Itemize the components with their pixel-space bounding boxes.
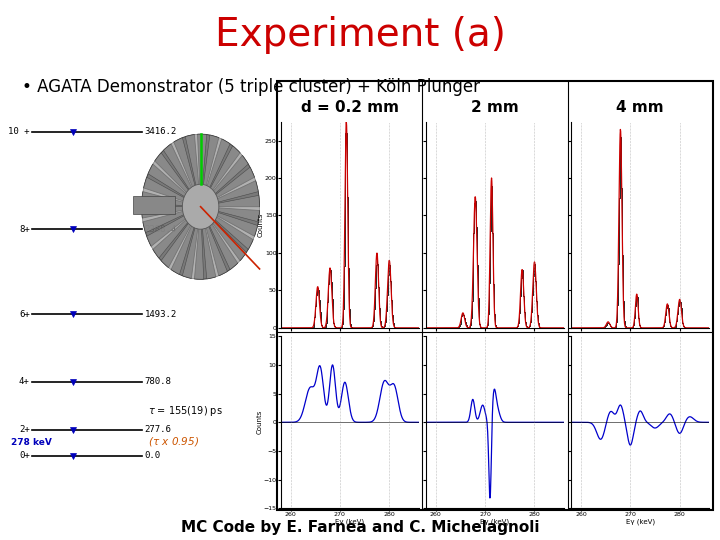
Text: 8+: 8+ xyxy=(19,225,30,234)
Text: Experiment (a): Experiment (a) xyxy=(215,16,505,54)
Wedge shape xyxy=(171,207,201,279)
Wedge shape xyxy=(197,134,219,207)
Text: ($\tau$ x 0.95): ($\tau$ x 0.95) xyxy=(148,435,199,448)
Wedge shape xyxy=(201,207,258,249)
Wedge shape xyxy=(194,207,216,279)
Wedge shape xyxy=(182,207,204,279)
Text: 1493.2: 1493.2 xyxy=(145,310,177,319)
Wedge shape xyxy=(174,134,201,207)
Wedge shape xyxy=(163,138,201,207)
Wedge shape xyxy=(201,207,238,276)
Wedge shape xyxy=(201,156,254,207)
Text: • AGATA Demonstrator (5 triple cluster) + Köln Plunger: • AGATA Demonstrator (5 triple cluster) … xyxy=(22,78,480,96)
Y-axis label: Counts: Counts xyxy=(256,410,262,435)
Text: 4+: 4+ xyxy=(19,377,30,386)
Text: 0+: 0+ xyxy=(19,451,30,461)
Circle shape xyxy=(182,184,219,229)
Text: 3416.2: 3416.2 xyxy=(145,127,177,137)
X-axis label: Eγ (keV): Eγ (keV) xyxy=(626,519,654,525)
Y-axis label: Counts: Counts xyxy=(257,213,264,237)
Text: 10 +: 10 + xyxy=(8,127,30,137)
Wedge shape xyxy=(201,207,228,279)
Wedge shape xyxy=(185,134,207,207)
Wedge shape xyxy=(201,146,248,207)
Wedge shape xyxy=(153,207,201,268)
Text: 2388.4: 2388.4 xyxy=(145,225,177,234)
Wedge shape xyxy=(142,177,201,207)
Text: 2 mm: 2 mm xyxy=(471,100,519,116)
Wedge shape xyxy=(201,135,230,207)
Text: $\tau$ = 155(19) ps: $\tau$ = 155(19) ps xyxy=(580,132,665,146)
Wedge shape xyxy=(142,207,201,233)
Wedge shape xyxy=(147,207,201,258)
Wedge shape xyxy=(201,195,259,222)
Wedge shape xyxy=(142,192,201,218)
Wedge shape xyxy=(148,153,201,207)
Text: 4 mm: 4 mm xyxy=(616,100,664,116)
Text: 780.8: 780.8 xyxy=(145,377,171,386)
Bar xyxy=(133,197,176,214)
Text: $\tau$ = 155(19) ps: $\tau$ = 155(19) ps xyxy=(148,404,222,418)
Text: 2+: 2+ xyxy=(19,425,30,434)
Wedge shape xyxy=(143,207,201,246)
Text: MC Code by E. Farnea and C. Michelagnoli: MC Code by E. Farnea and C. Michelagnoli xyxy=(181,519,539,535)
Wedge shape xyxy=(161,207,201,274)
X-axis label: Eγ (keV): Eγ (keV) xyxy=(480,519,510,525)
Text: 277.6: 277.6 xyxy=(145,425,171,434)
Wedge shape xyxy=(201,167,258,207)
Wedge shape xyxy=(201,139,240,207)
Wedge shape xyxy=(201,181,260,207)
Wedge shape xyxy=(201,207,253,261)
Wedge shape xyxy=(143,164,201,207)
Wedge shape xyxy=(155,144,201,207)
X-axis label: Eγ (keV): Eγ (keV) xyxy=(336,519,364,525)
Text: 0.0: 0.0 xyxy=(145,451,161,461)
Text: 278 keV: 278 keV xyxy=(11,438,52,447)
Wedge shape xyxy=(201,207,246,269)
Text: 6+: 6+ xyxy=(19,310,30,319)
Wedge shape xyxy=(201,207,259,236)
Text: $\tau$ x 0.95: $\tau$ x 0.95 xyxy=(580,176,629,188)
Text: d = 0.2 mm: d = 0.2 mm xyxy=(301,100,399,116)
